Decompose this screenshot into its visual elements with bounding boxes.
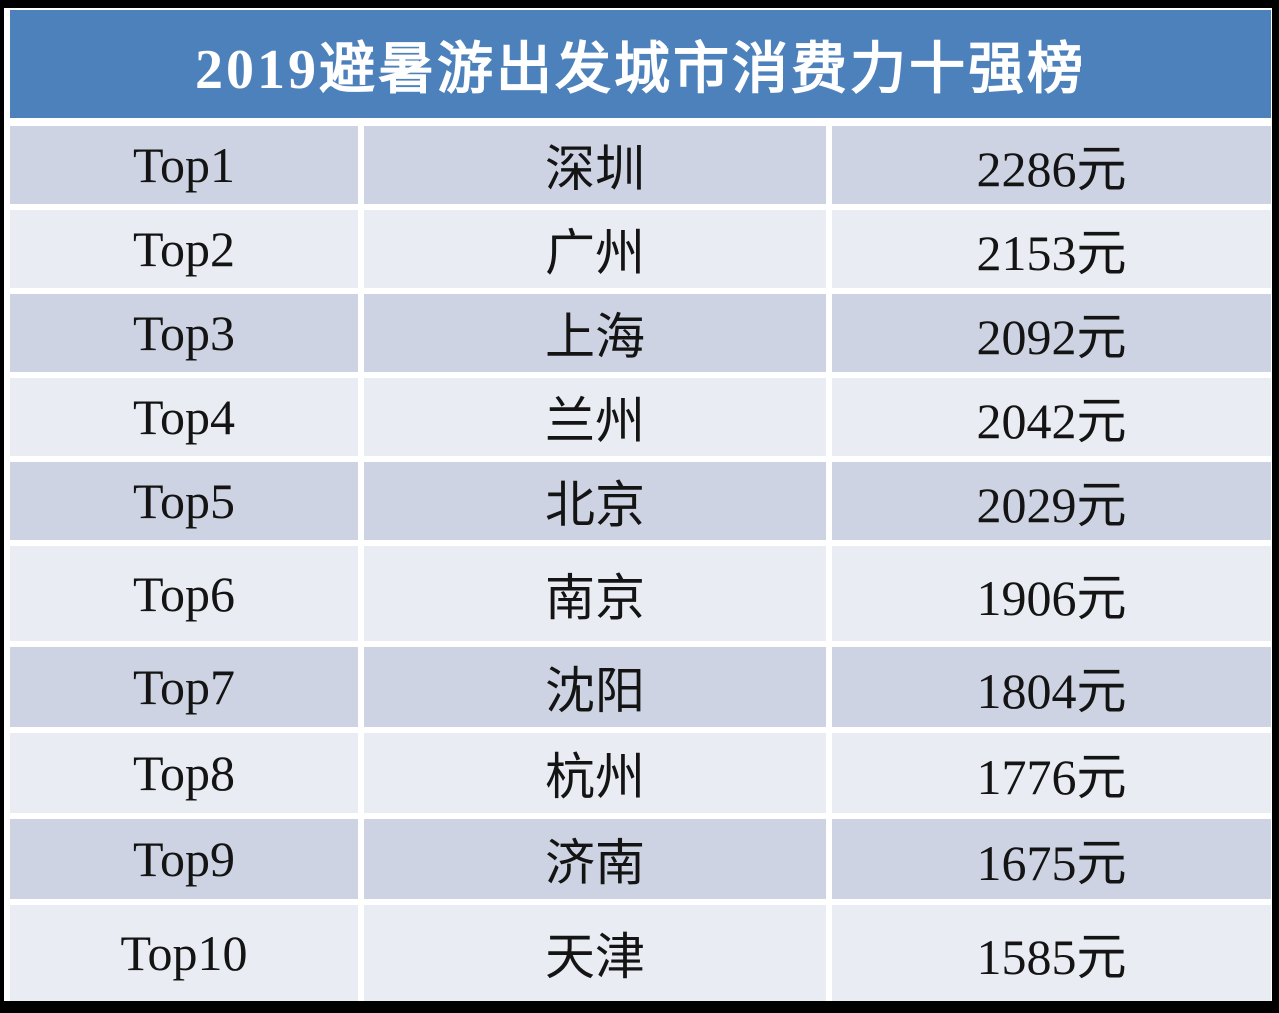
- price-cell: 2286元: [832, 126, 1271, 204]
- table-row: Top9 济南 1675元: [10, 819, 1271, 899]
- price-cell: 2042元: [832, 378, 1271, 456]
- city-cell: 上海: [364, 294, 826, 372]
- city-cell: 杭州: [364, 733, 826, 813]
- rank-cell: Top2: [10, 210, 358, 288]
- price-cell: 2029元: [832, 462, 1271, 540]
- rank-cell: Top4: [10, 378, 358, 456]
- price-cell: 1776元: [832, 733, 1271, 813]
- table-row: Top6 南京 1906元: [10, 546, 1271, 641]
- rank-cell: Top10: [10, 905, 358, 1001]
- city-cell: 兰州: [364, 378, 826, 456]
- table-row: Top7 沈阳 1804元: [10, 647, 1271, 727]
- city-cell: 南京: [364, 546, 826, 641]
- table-row: Top1 深圳 2286元: [10, 126, 1271, 204]
- rank-cell: Top3: [10, 294, 358, 372]
- infographic-table: 2019避暑游出发城市消费力十强榜 Top1 深圳 2286元 Top2 广州 …: [4, 8, 1272, 1001]
- rank-cell: Top6: [10, 546, 358, 641]
- table-row: Top5 北京 2029元: [10, 462, 1271, 540]
- price-cell: 1675元: [832, 819, 1271, 899]
- city-cell: 广州: [364, 210, 826, 288]
- table-row: Top10 天津 1585元: [10, 905, 1271, 1001]
- city-cell: 天津: [364, 905, 826, 1001]
- price-cell: 2092元: [832, 294, 1271, 372]
- rank-cell: Top8: [10, 733, 358, 813]
- city-cell: 济南: [364, 819, 826, 899]
- title-banner: 2019避暑游出发城市消费力十强榜: [10, 10, 1271, 118]
- rank-cell: Top7: [10, 647, 358, 727]
- price-cell: 2153元: [832, 210, 1271, 288]
- rank-cell: Top5: [10, 462, 358, 540]
- ranking-rows: Top1 深圳 2286元 Top2 广州 2153元 Top3 上海 2092…: [10, 126, 1271, 1001]
- table-row: Top2 广州 2153元: [10, 210, 1271, 288]
- rank-cell: Top9: [10, 819, 358, 899]
- page-title: 2019避暑游出发城市消费力十强榜: [195, 38, 1086, 101]
- price-cell: 1804元: [832, 647, 1271, 727]
- city-cell: 北京: [364, 462, 826, 540]
- rank-cell: Top1: [10, 126, 358, 204]
- price-cell: 1585元: [832, 905, 1271, 1001]
- price-cell: 1906元: [832, 546, 1271, 641]
- table-row: Top4 兰州 2042元: [10, 378, 1271, 456]
- city-cell: 沈阳: [364, 647, 826, 727]
- table-row: Top3 上海 2092元: [10, 294, 1271, 372]
- table-row: Top8 杭州 1776元: [10, 733, 1271, 813]
- city-cell: 深圳: [364, 126, 826, 204]
